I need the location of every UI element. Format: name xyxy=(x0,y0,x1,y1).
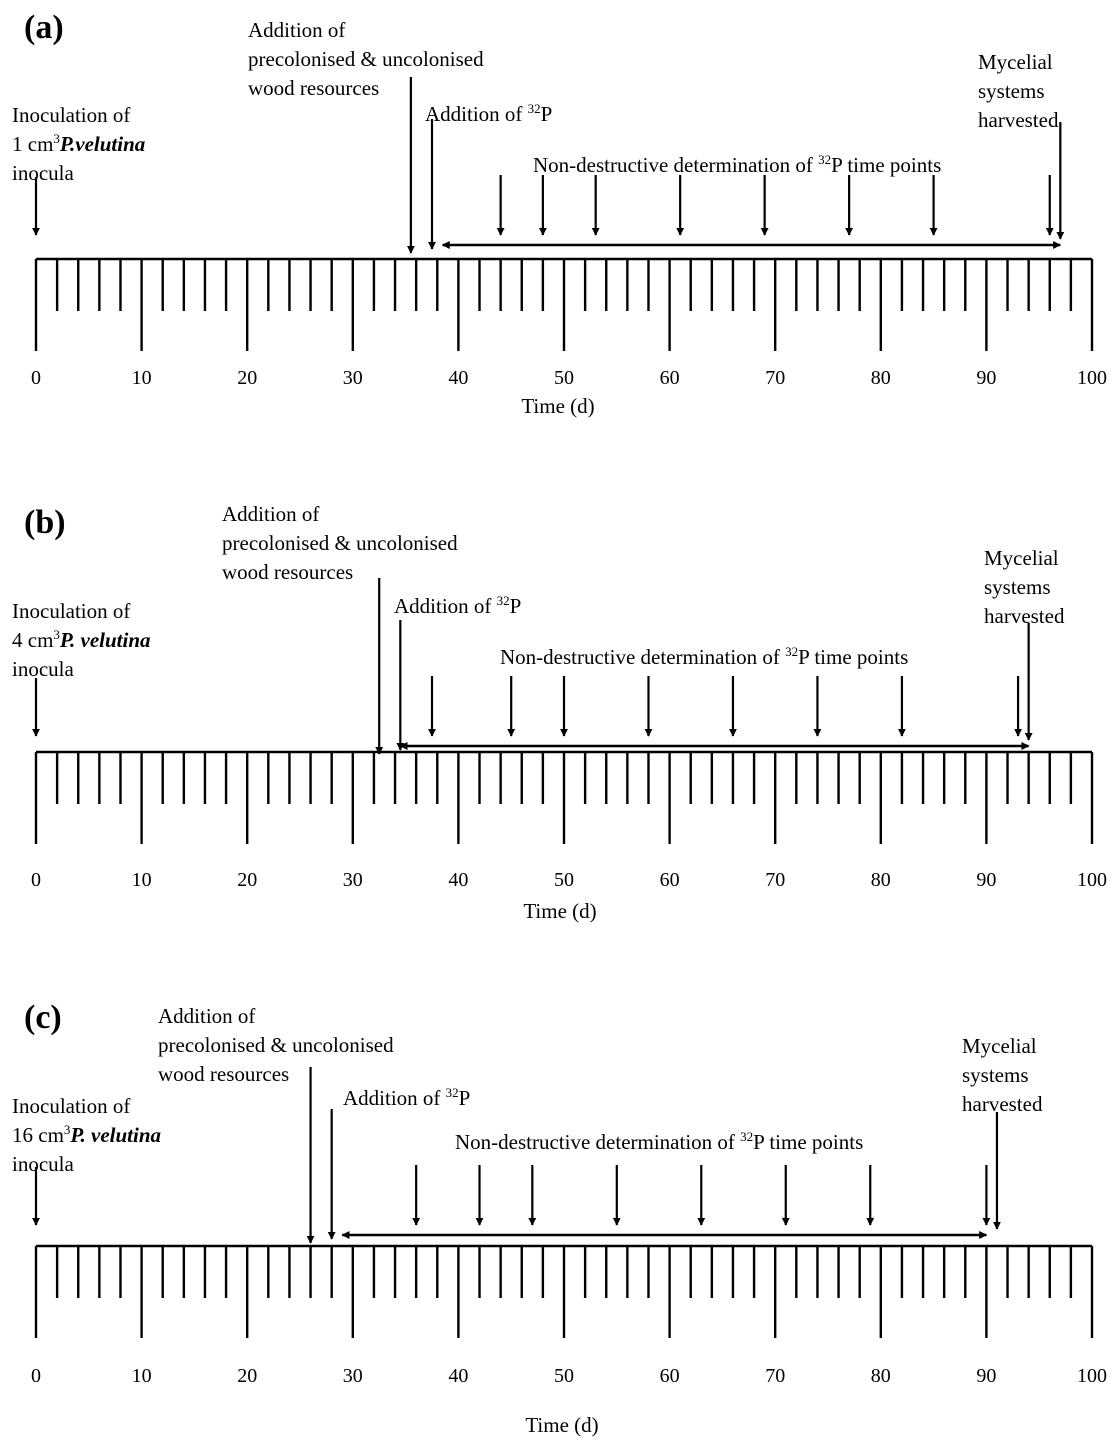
tick-label: 0 xyxy=(31,869,41,891)
tick-label: 80 xyxy=(871,869,891,891)
tick-label: 20 xyxy=(237,869,257,891)
svg-text:precolonised & uncolonised: precolonised & uncolonised xyxy=(222,531,458,555)
tick-label: 50 xyxy=(554,869,574,891)
svg-text:Addition of: Addition of xyxy=(222,502,319,526)
addition-wood-label: Addition of precolonised & uncolonised w… xyxy=(158,1004,394,1086)
nondestructive-label: Non-destructive determination of 32P tim… xyxy=(455,1129,863,1154)
svg-text:harvested: harvested xyxy=(962,1092,1043,1116)
time-axis: 0 10 20 30 40 50 60 70 80 90 100 xyxy=(31,578,1107,891)
addition-p32-label: Addition of 32P xyxy=(425,101,552,126)
addition-p32-label: Addition of 32P xyxy=(343,1085,470,1110)
tick-label: 30 xyxy=(343,367,363,389)
x-axis-label: Time (d) xyxy=(525,1413,598,1437)
tick-label: 50 xyxy=(554,1365,574,1387)
panel-label: (a) xyxy=(24,9,64,46)
addition-wood-label: Addition of precolonised & uncolonised w… xyxy=(248,18,484,100)
x-axis-label: Time (d) xyxy=(521,394,594,418)
inoculation-label: Inoculation of 4 cm3P. velutina inocula xyxy=(12,599,151,681)
svg-text:harvested: harvested xyxy=(984,604,1065,628)
svg-text:wood resources: wood resources xyxy=(158,1062,289,1086)
tick-label: 40 xyxy=(448,1365,468,1387)
svg-text:systems: systems xyxy=(978,79,1045,103)
svg-text:Inoculation of: Inoculation of xyxy=(12,1094,130,1118)
svg-text:Addition of: Addition of xyxy=(158,1004,255,1028)
tick-label: 50 xyxy=(554,367,574,389)
panel-a: (a) Inoculation of 1 cm3P.velutina inocu… xyxy=(12,9,1107,418)
svg-text:systems: systems xyxy=(984,575,1051,599)
tick-label: 10 xyxy=(132,1365,152,1387)
addition-p32-label: Addition of 32P xyxy=(394,593,521,618)
nondestructive-label: Non-destructive determination of 32P tim… xyxy=(500,644,908,669)
panel-label: (b) xyxy=(24,504,66,541)
svg-text:Inoculation of: Inoculation of xyxy=(12,103,130,127)
tick-label: 90 xyxy=(976,367,996,389)
svg-text:1 cm3P.velutina: 1 cm3P.velutina xyxy=(12,131,145,156)
tick-label: 10 xyxy=(132,869,152,891)
svg-text:wood resources: wood resources xyxy=(222,560,353,584)
tick-label: 20 xyxy=(237,1365,257,1387)
svg-text:Mycelial: Mycelial xyxy=(962,1034,1037,1058)
svg-text:16 cm3P. velutina: 16 cm3P. velutina xyxy=(12,1122,161,1147)
svg-text:inocula: inocula xyxy=(12,1152,74,1176)
tick-label: 20 xyxy=(237,367,257,389)
svg-text:Mycelial: Mycelial xyxy=(978,50,1053,74)
tick-label: 0 xyxy=(31,367,41,389)
tick-label: 100 xyxy=(1077,869,1107,891)
tick-label: 80 xyxy=(871,367,891,389)
x-axis-label: Time (d) xyxy=(523,899,596,923)
time-axis: 0 10 20 30 40 50 60 70 80 90 100 xyxy=(31,1067,1107,1387)
svg-text:Mycelial: Mycelial xyxy=(984,546,1059,570)
nondestructive-label: Non-destructive determination of 32P tim… xyxy=(533,152,941,177)
inoculation-label: Inoculation of 1 cm3P.velutina inocula xyxy=(12,103,145,185)
svg-text:4 cm3P. velutina: 4 cm3P. velutina xyxy=(12,627,151,652)
tick-label: 60 xyxy=(660,1365,680,1387)
svg-text:Addition of: Addition of xyxy=(248,18,345,42)
tick-label: 40 xyxy=(448,869,468,891)
svg-text:Inoculation of: Inoculation of xyxy=(12,599,130,623)
tick-label: 30 xyxy=(343,1365,363,1387)
svg-text:wood resources: wood resources xyxy=(248,76,379,100)
panel-c: (c) Inoculation of 16 cm3P. velutina ino… xyxy=(12,999,1107,1437)
time-axis: 0 10 20 30 40 50 60 70 80 90 100 xyxy=(31,77,1107,389)
tick-label: 100 xyxy=(1077,1365,1107,1387)
tick-label: 60 xyxy=(660,367,680,389)
tick-label: 70 xyxy=(765,869,785,891)
tick-label: 40 xyxy=(448,367,468,389)
tick-label: 70 xyxy=(765,367,785,389)
harvested-label: Mycelial systems harvested xyxy=(984,546,1065,628)
svg-text:systems: systems xyxy=(962,1063,1029,1087)
svg-text:harvested: harvested xyxy=(978,108,1059,132)
tick-label: 70 xyxy=(765,1365,785,1387)
tick-label: 60 xyxy=(660,869,680,891)
svg-text:precolonised & uncolonised: precolonised & uncolonised xyxy=(248,47,484,71)
svg-text:inocula: inocula xyxy=(12,161,74,185)
addition-wood-label: Addition of precolonised & uncolonised w… xyxy=(222,502,458,584)
inoculation-label: Inoculation of 16 cm3P. velutina inocula xyxy=(12,1094,161,1176)
panel-b: (b) Inoculation of 4 cm3P. velutina inoc… xyxy=(12,502,1107,923)
tick-label: 90 xyxy=(976,1365,996,1387)
harvested-label: Mycelial systems harvested xyxy=(962,1034,1043,1116)
panel-label: (c) xyxy=(24,999,62,1036)
tick-label: 30 xyxy=(343,869,363,891)
tick-label: 100 xyxy=(1077,367,1107,389)
tick-label: 90 xyxy=(976,869,996,891)
harvested-label: Mycelial systems harvested xyxy=(978,50,1059,132)
tick-label: 80 xyxy=(871,1365,891,1387)
svg-text:precolonised & uncolonised: precolonised & uncolonised xyxy=(158,1033,394,1057)
tick-label: 10 xyxy=(132,367,152,389)
svg-text:inocula: inocula xyxy=(12,657,74,681)
tick-label: 0 xyxy=(31,1365,41,1387)
